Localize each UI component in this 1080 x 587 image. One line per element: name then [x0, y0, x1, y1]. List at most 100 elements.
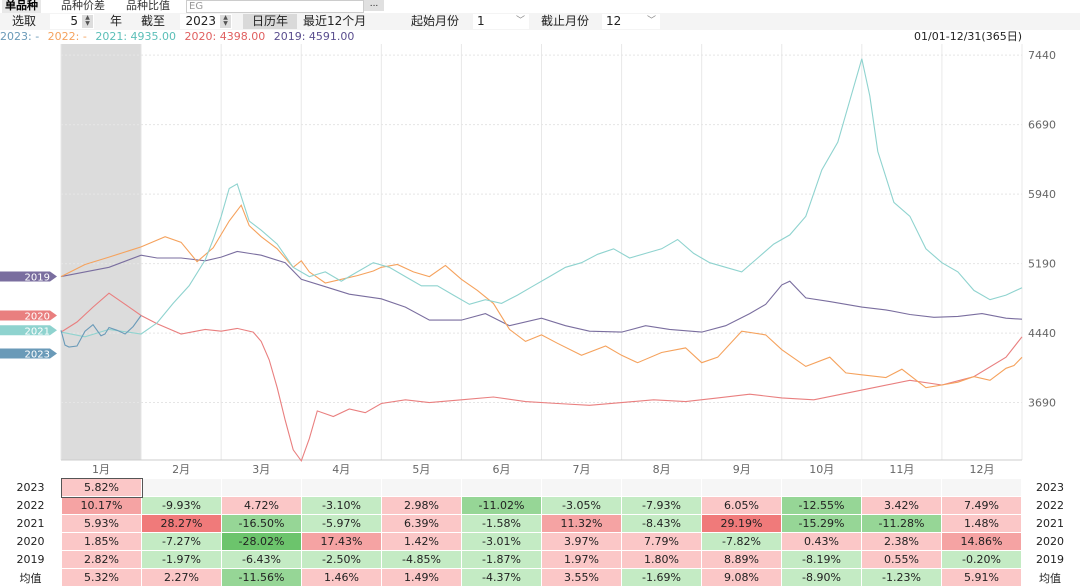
- row-year-label: 2021: [0, 514, 62, 533]
- table-cell: [701, 479, 782, 497]
- table-cell: 2.82%: [61, 550, 142, 569]
- row-year-label-right: 2021: [1021, 514, 1079, 533]
- spinner-arrows-icon[interactable]: ▲ ▼: [220, 15, 231, 28]
- series-line-2022: [60, 204, 1023, 389]
- years-spinner[interactable]: 5 ▲ ▼: [50, 14, 94, 29]
- tab-single-variety[interactable]: 单品种: [2, 0, 41, 13]
- start-month-label: 起始月份: [411, 14, 460, 28]
- table-row: 2019 2.82% -1.97% -6.43% -2.50% -4.85% -1.87% 1…: [0, 550, 1079, 569]
- table-cell: 0.43%: [781, 532, 862, 551]
- table-row: 均值 5.32% 2.27% -11.56% 1.46% 1.49% -4.37% 3.55%…: [0, 568, 1079, 587]
- table-cell: 1.49%: [381, 568, 462, 587]
- date-range: 01/01-12/31(365日): [914, 30, 1022, 43]
- table-row: 2021 5.93% 28.27% -16.50% -5.97% 6.39% -1.58% 1…: [0, 514, 1079, 533]
- end-month-value: 12: [606, 14, 622, 28]
- row-year-label: 2019: [0, 550, 62, 569]
- table-cell: 1.97%: [541, 550, 622, 569]
- series-line-2021: [60, 58, 1023, 338]
- table-cell: 11.32%: [541, 514, 622, 533]
- monthly-change-table: 2023 5.82% 2023 2022 10.17% -9.93% 4.72% -3.10%…: [0, 478, 1079, 587]
- top-tab-bar: 单品种 品种价差 品种比值 EG ...: [0, 0, 1080, 13]
- series-line-2020: [60, 292, 1023, 463]
- table-cell: -8.43%: [621, 514, 702, 533]
- current-month-shade: [61, 44, 142, 460]
- variety-code-field[interactable]: EG: [186, 0, 364, 13]
- year-marker-2021: [0, 325, 57, 336]
- table-cell: 14.86%: [941, 532, 1022, 551]
- year-marker-2019: [0, 271, 57, 282]
- table-cell: 10.17%: [61, 496, 142, 515]
- x-tick-label: 3月: [252, 463, 270, 476]
- more-button[interactable]: ...: [364, 0, 384, 11]
- end-month-select[interactable]: 12 ﹀: [602, 14, 660, 29]
- table-cell: [621, 479, 702, 497]
- tab-variety-ratio[interactable]: 品种比值: [126, 0, 170, 12]
- x-tick-label: 5月: [412, 463, 430, 476]
- table-cell: 28.27%: [141, 514, 222, 533]
- recent-12-months-button[interactable]: 最近12个月: [303, 14, 367, 28]
- select-label: 选取: [12, 14, 37, 28]
- table-cell: 1.80%: [621, 550, 702, 569]
- until-year-value: 2023: [185, 14, 216, 28]
- table-cell: [141, 479, 222, 497]
- years-value: 5: [70, 14, 78, 28]
- y-tick-label: 5190: [1028, 258, 1056, 271]
- x-tick-label: 10月: [809, 463, 834, 476]
- x-tick-label: 6月: [492, 463, 510, 476]
- row-year-label-right: 2020: [1021, 532, 1079, 551]
- table-cell: 3.42%: [861, 496, 942, 515]
- table-cell: 3.55%: [541, 568, 622, 587]
- calendar-year-button[interactable]: 日历年: [243, 14, 297, 29]
- table-cell: -4.37%: [461, 568, 542, 587]
- table-cell: -11.56%: [221, 568, 302, 587]
- x-tick-label: 9月: [733, 463, 751, 476]
- seasonal-chart[interactable]: 3690 4440 5190 5940 6690 7440 1月 2月 3月 4月 5月 6月 7月 8月…: [0, 44, 1080, 479]
- start-month-select[interactable]: 1 ﹀: [473, 14, 529, 29]
- series-line-2023: [60, 315, 142, 348]
- legend-2020: 2020: 4398.00: [184, 30, 266, 43]
- table-cell: -8.19%: [781, 550, 862, 569]
- table-cell: -3.05%: [541, 496, 622, 515]
- row-year-label-right: 均值: [1021, 568, 1079, 587]
- table-cell: -6.43%: [221, 550, 302, 569]
- table-cell: -1.58%: [461, 514, 542, 533]
- row-year-label-right: 2023: [1021, 479, 1079, 497]
- table-cell: -5.97%: [301, 514, 382, 533]
- x-tick-label: 1月: [92, 463, 110, 476]
- table-cell: 1.85%: [61, 532, 142, 551]
- tab-variety-spread[interactable]: 品种价差: [61, 0, 105, 12]
- row-year-label: 2020: [0, 532, 62, 551]
- table-cell: 5.93%: [61, 514, 142, 533]
- legend-2019: 2019: 4591.00: [273, 30, 355, 43]
- table-cell: [221, 479, 302, 497]
- end-month-label: 截止月份: [541, 14, 590, 28]
- chevron-down-icon: ﹀: [515, 16, 525, 26]
- toolbar: 选取 5 ▲ ▼ 年 截至 2023 ▲ ▼ 日历年 最近12个月 起始月份 1 ﹀…: [0, 13, 1080, 30]
- table-cell: -4.85%: [381, 550, 462, 569]
- table-cell: -2.50%: [301, 550, 382, 569]
- y-tick-label: 6690: [1028, 119, 1056, 132]
- table-cell: -7.27%: [141, 532, 222, 551]
- row-year-label-right: 2019: [1021, 550, 1079, 569]
- legend-2021: 2021: 4935.00: [95, 30, 177, 43]
- table-cell: 4.72%: [221, 496, 302, 515]
- spinner-arrows-icon[interactable]: ▲ ▼: [82, 15, 93, 28]
- table-cell: -15.29%: [781, 514, 862, 533]
- table-cell: -1.87%: [461, 550, 542, 569]
- row-year-label: 2023: [0, 479, 62, 497]
- table-cell: -0.20%: [941, 550, 1022, 569]
- table-cell: -1.97%: [141, 550, 222, 569]
- table-cell: 0.55%: [861, 550, 942, 569]
- until-year-spinner[interactable]: 2023 ▲ ▼: [180, 14, 232, 29]
- table-cell: [461, 479, 542, 497]
- series-legend: 2023: - 2022: - 2021: 4935.00 2020: 4398…: [0, 30, 1080, 44]
- table-row: 2023 5.82% 2023: [0, 478, 1079, 498]
- year-marker-label: 2019: [25, 273, 50, 284]
- table-cell: -8.90%: [781, 568, 862, 587]
- table-cell: 6.05%: [701, 496, 782, 515]
- table-cell: [301, 479, 382, 497]
- table-cell: [541, 479, 622, 497]
- table-cell: -11.02%: [461, 496, 542, 515]
- year-marker-label: 2023: [25, 349, 50, 360]
- x-tick-label: 2月: [172, 463, 190, 476]
